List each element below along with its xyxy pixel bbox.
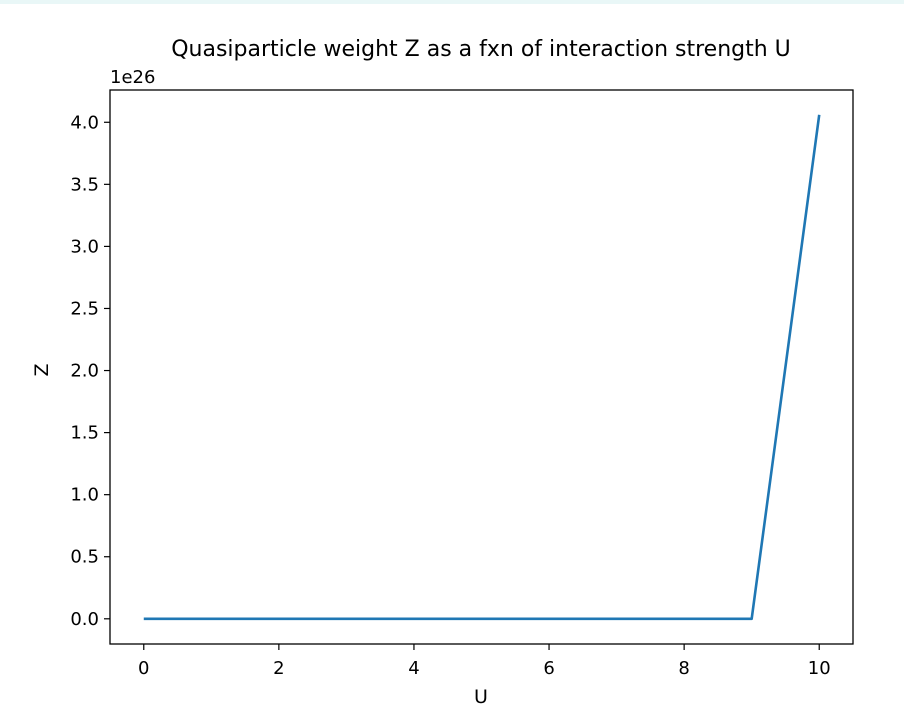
y-tick-label: 3.5: [70, 174, 99, 195]
y-tick-label: 0.5: [70, 547, 99, 568]
y-offset-label: 1e26: [110, 67, 155, 88]
y-tick-label: 4.0: [70, 112, 99, 133]
y-tick-label: 2.0: [70, 361, 99, 382]
y-axis-label: Z: [31, 363, 53, 376]
plot-frame: [109, 89, 854, 645]
plot-area: 0 2 4 6 8 10 0.0 0.5 1.0 1.5 2.0 2.5 3.0 3.5 4.0: [70, 89, 854, 679]
y-tick-label: 1.5: [70, 423, 99, 444]
x-tick-label: 4: [408, 658, 419, 679]
x-axis-label: U: [474, 686, 488, 708]
y-tick-label: 0.0: [70, 609, 99, 630]
top-strip: [0, 0, 904, 4]
x-tick-label: 8: [678, 658, 689, 679]
y-tick-label: 3.0: [70, 236, 99, 257]
x-tick-label: 6: [543, 658, 554, 679]
chart-title: Quasiparticle weight Z as a fxn of inter…: [171, 37, 791, 62]
x-tick-label: 10: [808, 658, 831, 679]
series-line-0: [143, 114, 821, 621]
y-tick-label: 1.0: [70, 485, 99, 506]
x-tick-label: 0: [138, 658, 149, 679]
y-tick-label: 2.5: [70, 298, 99, 319]
x-tick-label: 2: [273, 658, 284, 679]
